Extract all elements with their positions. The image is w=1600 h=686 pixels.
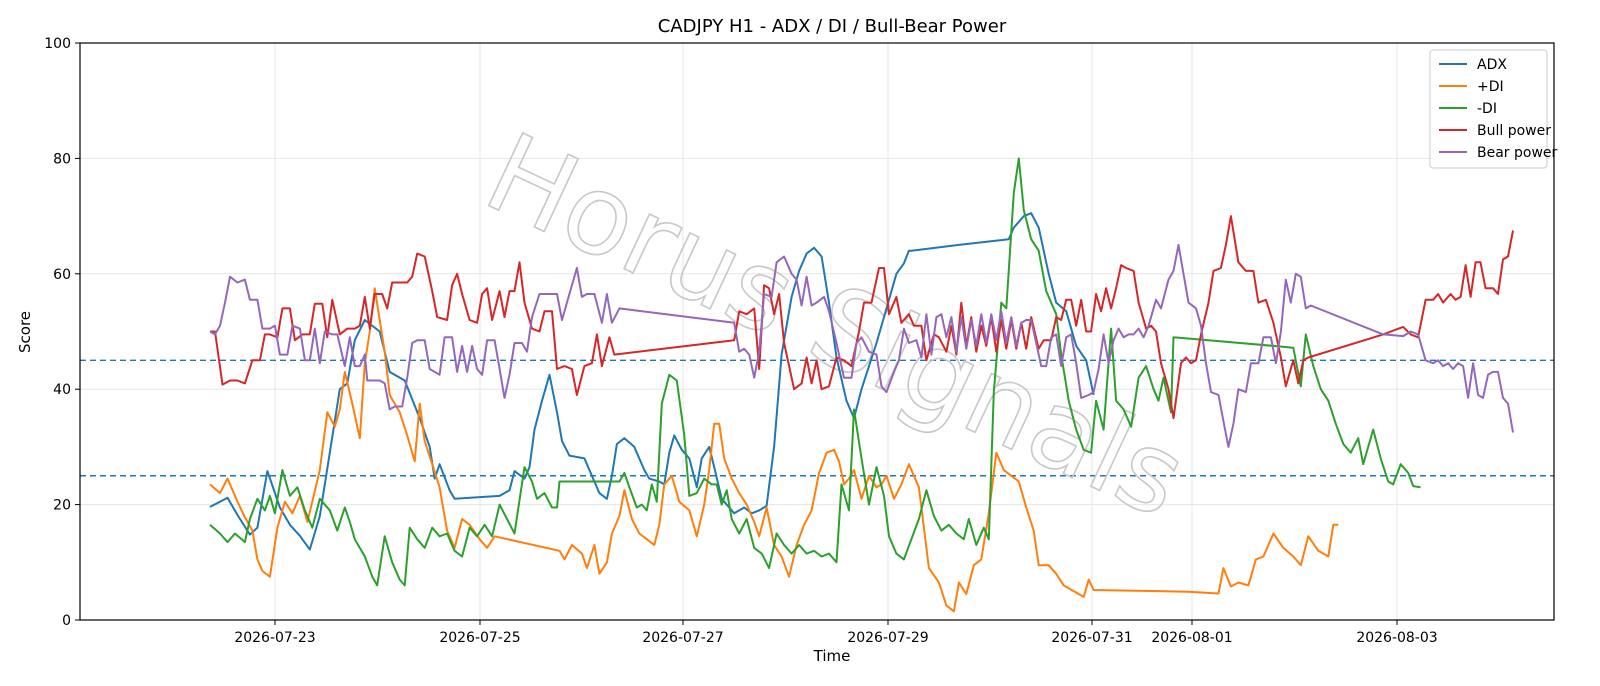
legend-entry: -DI [1477, 101, 1497, 117]
series-line-bull-power [210, 215, 1514, 420]
chart-title: CADJPY H1 - ADX / DI / Bull-Bear Power [658, 16, 1007, 37]
x-tick-label: 2026-08-01 [1151, 630, 1232, 646]
y-tick-label: 40 [53, 382, 71, 398]
y-tick-label: 20 [53, 498, 71, 514]
y-tick-label: 60 [53, 267, 71, 283]
legend-entry: ADX [1477, 57, 1507, 73]
x-axis: 2026-07-23 2026-07-25 2026-07-27 2026-07-29… [234, 620, 1438, 646]
series-line-di [209, 287, 1339, 613]
plot-frame [79, 42, 1555, 621]
legend-box [1429, 49, 1548, 169]
legend: ADX +DI -DI Bull power Bear power [1429, 49, 1558, 169]
series-line-di [209, 157, 1421, 587]
series-line-adx [209, 212, 1095, 551]
y-tick-label: 100 [44, 36, 71, 52]
y-axis-label: Score [16, 311, 34, 353]
x-tick-label: 2026-07-27 [642, 630, 723, 646]
y-axis: 0 20 40 60 80 100 [44, 36, 80, 629]
x-tick-label: 2026-07-31 [1051, 630, 1132, 646]
legend-entry: Bear power [1477, 145, 1558, 161]
y-tick-label: 80 [53, 151, 71, 167]
y-tick-label: 0 [62, 613, 71, 629]
x-tick-label: 2026-08-03 [1356, 630, 1437, 646]
x-tick-label: 2026-07-23 [234, 630, 315, 646]
x-tick-label: 2026-07-29 [847, 630, 928, 646]
series-lines [209, 157, 1514, 613]
x-tick-label: 2026-07-25 [439, 630, 520, 646]
series-line-bear-power [209, 243, 1514, 448]
legend-entry: +DI [1477, 79, 1504, 95]
legend-entry: Bull power [1477, 123, 1551, 139]
x-axis-label: Time [813, 647, 851, 665]
